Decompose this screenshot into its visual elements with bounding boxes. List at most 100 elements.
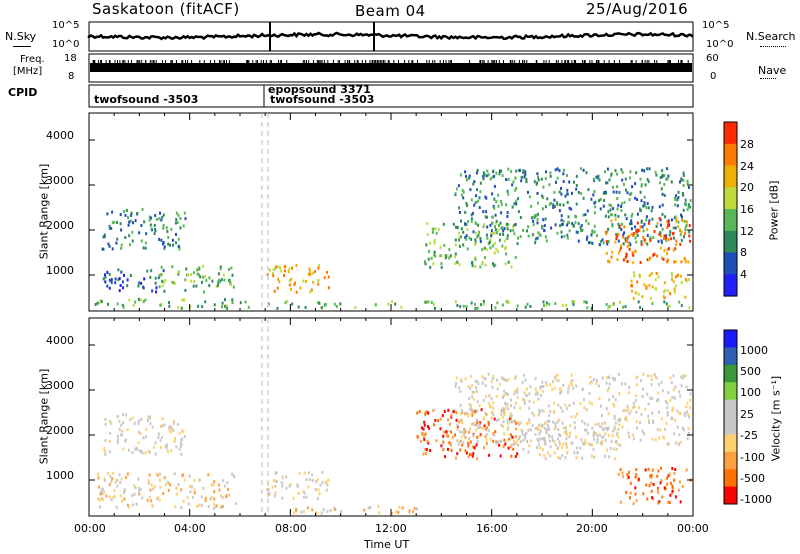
range-cell — [136, 212, 139, 215]
range-cell — [113, 494, 116, 498]
range-cell — [631, 289, 633, 293]
range-cell — [120, 423, 123, 427]
range-cell — [645, 286, 648, 290]
range-cell — [663, 281, 666, 285]
range-cell — [483, 172, 486, 176]
range-cell — [503, 389, 506, 393]
range-cell — [582, 168, 585, 172]
range-cell — [462, 428, 465, 432]
freq-spike — [145, 60, 146, 63]
range-cell — [614, 169, 617, 173]
range-cell — [677, 196, 680, 200]
range-cell — [470, 404, 473, 408]
range-cell — [559, 391, 562, 395]
range-cell — [510, 404, 512, 408]
range-cell — [316, 497, 319, 501]
range-cell — [652, 482, 655, 486]
power-cbar-tick-4: 4 — [740, 268, 747, 281]
range-cell — [542, 300, 545, 304]
range-cell — [505, 391, 508, 395]
freq-spike — [323, 60, 325, 63]
range-cell — [197, 304, 200, 308]
range-cell — [137, 490, 140, 494]
range-cell — [464, 222, 466, 226]
range-cell — [646, 178, 649, 181]
range-cell — [468, 430, 471, 434]
range-cell — [174, 436, 176, 440]
range-cell — [466, 247, 469, 251]
range-cell — [470, 301, 473, 305]
range-cell — [666, 177, 669, 181]
range-cell — [476, 168, 479, 172]
range-cell — [643, 195, 646, 199]
range-cell — [600, 240, 602, 243]
range-cell — [204, 300, 207, 304]
range-cell — [321, 480, 324, 484]
range-cell — [546, 424, 549, 428]
range-cell — [635, 399, 638, 403]
range-cell — [180, 488, 183, 492]
range-cell — [106, 472, 109, 475]
range-cell — [657, 275, 660, 279]
range-cell — [539, 386, 542, 390]
range-cell — [484, 377, 487, 381]
range-cell — [179, 217, 182, 220]
range-cell — [507, 178, 510, 181]
range-cell — [667, 391, 670, 394]
range-cell — [179, 444, 182, 448]
range-cell — [485, 395, 488, 399]
range-cell — [536, 427, 539, 431]
freq-spike — [191, 60, 193, 63]
range-cell — [640, 219, 643, 223]
power-y-ticks — [89, 139, 693, 276]
range-cell — [514, 176, 517, 180]
range-cell — [575, 435, 578, 439]
range-cell — [672, 374, 675, 378]
range-cell — [602, 428, 605, 432]
range-cell — [103, 447, 106, 450]
range-cell — [100, 490, 103, 494]
range-cell — [172, 281, 175, 284]
freq-spike — [263, 60, 264, 63]
range-cell — [122, 447, 125, 451]
range-cell — [145, 428, 148, 431]
range-cell — [170, 427, 173, 431]
range-cell — [606, 242, 609, 246]
range-cell — [505, 178, 508, 181]
range-cell — [658, 181, 661, 185]
range-cell — [140, 281, 143, 285]
range-cell — [114, 281, 117, 285]
range-cell — [617, 203, 620, 207]
range-cell — [485, 412, 488, 416]
range-cell — [426, 233, 429, 237]
range-cell — [159, 424, 162, 428]
range-cell — [558, 209, 561, 213]
range-cell — [390, 511, 393, 515]
range-cell — [642, 235, 645, 239]
range-cell — [626, 260, 629, 263]
range-cell — [302, 279, 305, 283]
range-cell — [103, 450, 106, 453]
range-cell — [507, 260, 510, 264]
range-cell — [503, 411, 506, 415]
range-cell — [647, 180, 650, 184]
range-cell — [607, 240, 610, 243]
range-cell — [149, 416, 151, 420]
range-cell — [489, 177, 492, 181]
range-cell — [636, 383, 639, 387]
range-cell — [183, 478, 186, 482]
range-cell — [545, 430, 548, 434]
range-cell — [139, 431, 142, 435]
range-cell — [487, 420, 490, 424]
range-cell — [311, 508, 314, 512]
range-cell — [492, 170, 494, 174]
range-cell — [605, 381, 608, 385]
range-cell — [662, 295, 665, 299]
velocity-ytick-2000: 2000 — [46, 424, 74, 437]
range-cell — [661, 389, 664, 393]
range-cell — [597, 176, 599, 180]
range-cell — [575, 187, 578, 191]
range-cell — [581, 419, 584, 423]
range-cell — [515, 202, 518, 206]
range-cell — [627, 391, 630, 395]
